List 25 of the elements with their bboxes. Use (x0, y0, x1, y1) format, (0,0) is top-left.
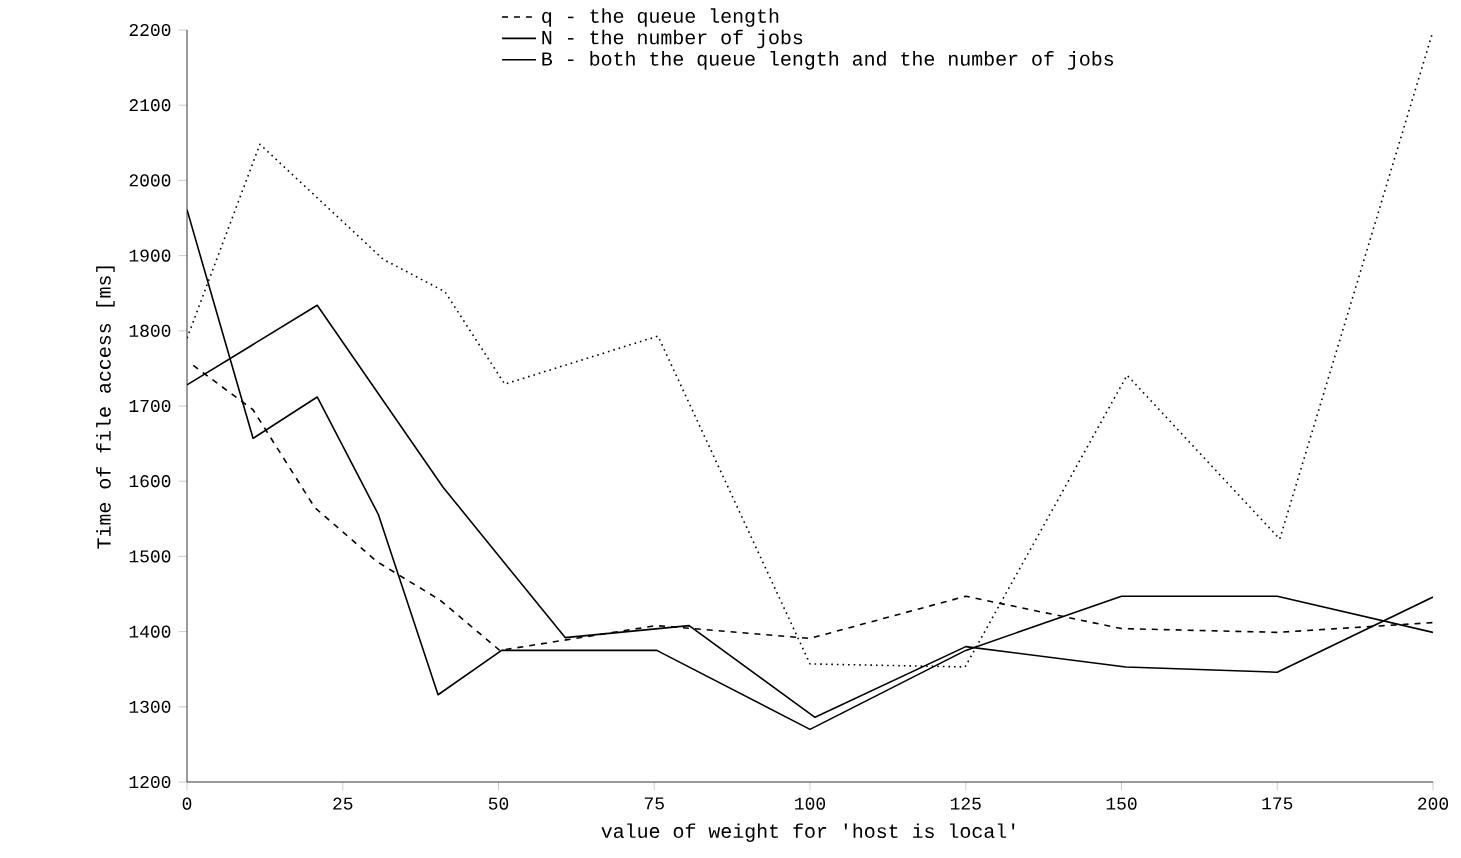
y-tick-label: 1300 (129, 700, 171, 713)
x-tick-label: 200 (1418, 797, 1449, 810)
x-tick-label: 0 (182, 797, 192, 810)
x-tick-label: 100 (795, 797, 826, 810)
y-tick-label: 1200 (129, 775, 171, 789)
y-tick-label: 1400 (129, 625, 171, 638)
x-tick-label: 25 (333, 797, 353, 810)
legend-label: N - the number of jobs (542, 29, 803, 49)
x-axis-title: value of weight for 'host is local' (601, 823, 1015, 842)
x-tick-label: 50 (488, 797, 509, 810)
y-tick-label: 1800 (129, 324, 171, 337)
x-tick-label: 75 (644, 797, 664, 810)
y-tick-label: 1900 (129, 249, 171, 262)
y-tick-label: 1600 (129, 475, 171, 488)
y-tick-label: 2000 (129, 174, 171, 187)
y-axis-title: Time of file access [ms] (96, 266, 115, 549)
legend-label: B - both the queue length and the number of jobs (542, 51, 1114, 70)
y-tick-label: 2200 (129, 23, 171, 37)
y-tick-label: 1700 (129, 399, 171, 413)
legend-label: q - the queue length (542, 8, 779, 27)
x-tick-label: 150 (1106, 797, 1137, 810)
x-tick-label: 175 (1262, 797, 1293, 810)
y-tick-label: 1500 (129, 550, 171, 563)
x-tick-label: 125 (950, 797, 981, 810)
y-tick-label: 2100 (129, 99, 171, 112)
